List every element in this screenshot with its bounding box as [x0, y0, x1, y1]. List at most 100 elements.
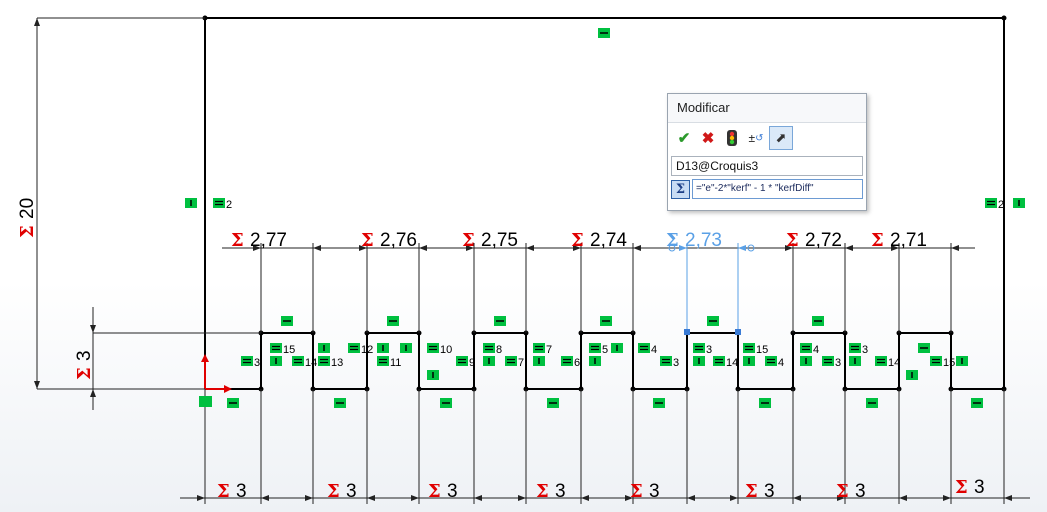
- dimension-arrowhead: [367, 495, 375, 501]
- dimension-bottom-width-6-value: 3: [764, 481, 775, 502]
- tab-top-horizontal: [812, 316, 824, 326]
- relation-index: 4: [813, 344, 819, 356]
- reverse-dimension-icon[interactable]: ± ↺: [748, 131, 764, 145]
- dimension-name-field[interactable]: D13@Croquis3: [671, 156, 863, 176]
- dimension-arrowhead: [625, 495, 633, 501]
- right-edge-vertical: [1013, 198, 1025, 208]
- relation-box: [292, 356, 304, 366]
- dimension-arrowhead: [679, 245, 687, 251]
- relation-pair-8: [377, 343, 389, 353]
- selection-handle[interactable]: [684, 329, 690, 335]
- relation-box: [800, 343, 812, 353]
- dimension-arrowhead: [359, 245, 367, 251]
- sigma-icon: Σ: [666, 230, 679, 251]
- dimension-handle[interactable]: [747, 244, 755, 252]
- dimension-top-width-2[interactable]: Σ 2,76: [361, 230, 417, 251]
- relation-pair-16: 7: [505, 356, 524, 369]
- dimension-arrowhead: [305, 495, 313, 501]
- dimension-height-20[interactable]: Σ 20: [17, 198, 38, 238]
- dimension-top-width-1[interactable]: Σ 2,77: [231, 230, 287, 251]
- relation-box: [241, 356, 253, 366]
- relation-index: 15: [943, 357, 955, 369]
- selection-handle[interactable]: [735, 329, 741, 335]
- left-edge-vertical: [185, 198, 197, 208]
- dimension-top-width-5-value: 2,73: [685, 230, 722, 251]
- dimension-arrowhead: [261, 495, 269, 501]
- relation-pair-17: 7: [533, 343, 552, 356]
- mark-for-drawing-icon[interactable]: ⬈: [769, 126, 793, 150]
- relation-box: [743, 343, 755, 353]
- dimension-arrowhead: [34, 381, 40, 389]
- dimension-handle[interactable]: [668, 244, 676, 252]
- sigma-icon: Σ: [571, 230, 584, 251]
- relation-pair-24: 3: [660, 356, 679, 369]
- relation-box: [456, 356, 468, 366]
- base-horizontal: [440, 398, 452, 408]
- dimension-arrowhead: [633, 245, 641, 251]
- dimension-arrowhead: [1004, 495, 1012, 501]
- sigma-icon: Σ: [217, 481, 230, 502]
- outline-frame[interactable]: [204, 17, 1005, 389]
- relation-index: 3: [673, 357, 679, 369]
- rebuild-traffic-light-icon[interactable]: [721, 127, 743, 149]
- accept-check-icon[interactable]: ✔: [677, 130, 691, 147]
- dimension-bottom-width-1-value: 3: [236, 481, 247, 502]
- dimension-top-width-6[interactable]: Σ 2,72: [786, 230, 842, 251]
- base-horizontal: [547, 398, 559, 408]
- dimension-arrowhead: [785, 245, 793, 251]
- dimension-top-width-2-value: 2,76: [380, 230, 417, 251]
- top-edge-horizontal: [598, 28, 610, 38]
- dimension-arrowhead: [197, 495, 205, 501]
- relation-index: 7: [546, 344, 552, 356]
- relation-box: [377, 356, 389, 366]
- relation-pair-23: 4: [638, 343, 657, 356]
- relation-index: 12: [361, 344, 373, 356]
- relation-index: 14: [888, 357, 900, 369]
- equation-input[interactable]: ="e"-2*"kerf" - 1 * "kerfDiff": [692, 179, 863, 199]
- base-horizontal: [227, 398, 239, 408]
- sigma-icon: Σ: [462, 230, 475, 251]
- relation-index: 3: [835, 357, 841, 369]
- relation-pair-6: 13: [318, 356, 343, 369]
- relation-box: [930, 356, 942, 366]
- dimension-top-width-4[interactable]: Σ 2,74: [571, 230, 627, 251]
- relation-pair-21: [611, 343, 623, 353]
- relation-layer: 2 2 3 15 14 13 12 11 10 9 8 7 7 6 5 4 3 3 14 15 4 4 3 3 14 15: [185, 28, 1025, 408]
- equation-sigma-icon[interactable]: Σ: [671, 179, 690, 199]
- relation-pair-28: 15: [743, 343, 768, 356]
- base-horizontal: [334, 398, 346, 408]
- dimension-arrowhead: [899, 495, 907, 501]
- cancel-x-icon[interactable]: ✖: [701, 130, 715, 147]
- dimension-arrowhead: [943, 495, 951, 501]
- relation-pair-1: 3: [241, 356, 260, 369]
- sigma-icon: Σ: [745, 481, 758, 502]
- tab-profile[interactable]: [205, 332, 1004, 390]
- dimension-top-width-5[interactable]: Σ 2,73: [666, 230, 722, 251]
- dimension-top-width-7[interactable]: Σ 2,71: [871, 230, 927, 251]
- dimension-arrowhead: [526, 245, 534, 251]
- relation-pair-2: 15: [270, 343, 295, 356]
- sketch-geometry[interactable]: [201, 15, 1007, 394]
- tab-top-horizontal: [387, 316, 399, 326]
- relation-box: [660, 356, 672, 366]
- dimension-tab-height-3[interactable]: Σ3: [74, 350, 95, 380]
- modify-dialog[interactable]: Modificar ✔ ✖ ± ↺ ⬈ D13@Croquis3 Σ ="e"-2…: [667, 93, 867, 211]
- relation-right-11: [956, 356, 968, 366]
- dimension-top-width-3[interactable]: Σ 2,75: [462, 230, 518, 251]
- dimension-arrowhead: [419, 245, 427, 251]
- sketch-vertex[interactable]: [1001, 15, 1007, 21]
- origin-fixed-badge: [199, 396, 212, 407]
- relation-index: 3: [706, 344, 712, 356]
- relation-pair-19: 6: [561, 356, 580, 369]
- tab-top-horizontal: [918, 343, 930, 353]
